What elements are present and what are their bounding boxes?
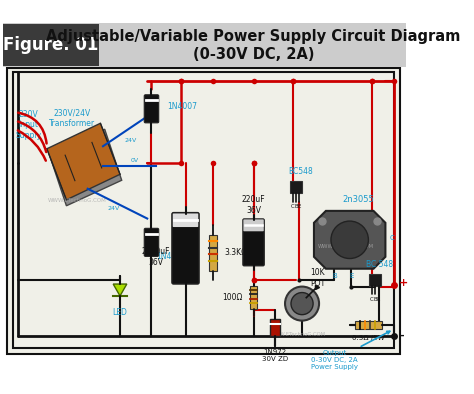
FancyBboxPatch shape — [172, 213, 199, 284]
Text: B: B — [294, 204, 298, 209]
Text: WWW.ETechnoG.COM: WWW.ETechnoG.COM — [48, 197, 107, 203]
FancyBboxPatch shape — [173, 214, 198, 227]
FancyBboxPatch shape — [243, 219, 264, 231]
Circle shape — [331, 221, 368, 258]
Polygon shape — [314, 211, 385, 269]
Text: +: + — [399, 278, 408, 288]
Text: 1N4007: 1N4007 — [167, 102, 197, 111]
Text: 3.3KΩ: 3.3KΩ — [225, 248, 247, 257]
FancyBboxPatch shape — [144, 228, 159, 256]
FancyBboxPatch shape — [243, 219, 264, 266]
Text: BC 548: BC 548 — [366, 260, 393, 269]
Text: C: C — [370, 297, 374, 302]
Text: C: C — [390, 235, 394, 241]
Text: B: B — [374, 297, 377, 302]
Text: Figure. 01: Figure. 01 — [3, 36, 99, 54]
Text: 0.3Ω /5W: 0.3Ω /5W — [352, 335, 384, 341]
Text: -: - — [399, 331, 404, 341]
Text: WWW.ETechnoG.COM: WWW.ETechnoG.COM — [318, 244, 374, 249]
Text: 24V: 24V — [124, 138, 137, 143]
Circle shape — [285, 286, 319, 321]
Circle shape — [291, 292, 313, 315]
Text: 220uF
36V: 220uF 36V — [242, 195, 265, 215]
Text: 10K
POT: 10K POT — [310, 268, 325, 288]
Text: E: E — [377, 297, 380, 302]
FancyBboxPatch shape — [7, 68, 400, 354]
Text: 1N972
30V ZD: 1N972 30V ZD — [262, 349, 288, 362]
Text: 1N4007: 1N4007 — [156, 252, 186, 261]
Text: 2n3055: 2n3055 — [342, 195, 374, 204]
Text: (0-30V DC, 2A): (0-30V DC, 2A) — [193, 47, 314, 62]
FancyBboxPatch shape — [3, 23, 406, 67]
Polygon shape — [290, 181, 302, 193]
FancyBboxPatch shape — [3, 24, 99, 66]
Text: E: E — [298, 204, 301, 209]
Text: Output
0-30V DC, 2A
Power Supply: Output 0-30V DC, 2A Power Supply — [311, 331, 390, 370]
Polygon shape — [113, 284, 127, 296]
Text: BC548: BC548 — [288, 167, 313, 176]
FancyBboxPatch shape — [209, 234, 217, 271]
Text: 230V
Input
Supply: 230V Input Supply — [15, 110, 41, 140]
Text: 230V/24V
Transformer: 230V/24V Transformer — [49, 108, 95, 128]
Text: C: C — [291, 204, 294, 209]
Text: 0V: 0V — [130, 158, 138, 163]
Text: 2200uF
36V: 2200uF 36V — [142, 247, 170, 266]
Text: 100Ω: 100Ω — [222, 293, 243, 302]
Text: LED: LED — [112, 309, 128, 318]
FancyBboxPatch shape — [144, 95, 159, 123]
Polygon shape — [369, 274, 381, 286]
Text: B: B — [332, 273, 337, 279]
Text: WWW.ETechnoG.COM: WWW.ETechnoG.COM — [270, 332, 326, 337]
Text: Adjustable/Variable Power Supply Circuit Diagram: Adjustable/Variable Power Supply Circuit… — [46, 29, 461, 44]
FancyBboxPatch shape — [355, 321, 382, 329]
FancyBboxPatch shape — [270, 319, 280, 336]
FancyBboxPatch shape — [250, 286, 257, 309]
Text: 24V: 24V — [107, 206, 119, 211]
Polygon shape — [47, 123, 120, 200]
Polygon shape — [49, 129, 122, 206]
Text: E: E — [349, 273, 354, 279]
